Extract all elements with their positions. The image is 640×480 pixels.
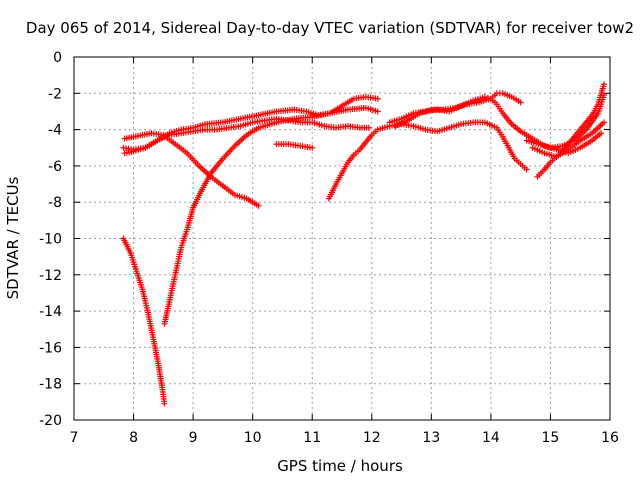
- y-tick-label: -16: [39, 340, 62, 356]
- y-tick-label: -6: [48, 159, 62, 175]
- data-point: [374, 95, 381, 102]
- data-point: [601, 119, 608, 126]
- series-branch-l: [529, 119, 608, 160]
- series-lower-e: [121, 115, 372, 157]
- x-tick-label: 8: [129, 430, 138, 446]
- series-branch-g: [325, 119, 530, 202]
- tick-labels: 7 8 9 10 11 12 13 14 15 16 0 -2 -4 -6 -8 -10 -12 -14 -16 -1…: [39, 50, 619, 446]
- data-point: [374, 108, 381, 115]
- data-point: [309, 144, 316, 151]
- y-tick-label: -14: [39, 304, 62, 320]
- x-tick-label: 14: [482, 430, 500, 446]
- x-tick-label: 16: [601, 430, 619, 446]
- y-tick-label: -2: [48, 86, 62, 102]
- axis-ticks: [73, 56, 611, 421]
- data-point: [365, 124, 372, 131]
- series-rise-b: [161, 104, 381, 327]
- y-tick-label: -20: [39, 413, 62, 429]
- x-tick-label: 15: [542, 430, 560, 446]
- plot-frame: [73, 56, 611, 421]
- y-axis-label: SDTVAR / TECUs: [4, 176, 22, 299]
- data-marks: [120, 81, 608, 407]
- series-short-f: [273, 141, 316, 151]
- x-axis-label: GPS time / hours: [277, 457, 403, 475]
- x-tick-label: 7: [70, 430, 79, 446]
- y-tick-label: -10: [39, 232, 62, 248]
- series-dip-a: [120, 235, 168, 407]
- chart-title: Day 065 of 2014, Sidereal Day-to-day VTE…: [26, 19, 634, 37]
- x-tick-label: 12: [363, 430, 381, 446]
- x-tick-label: 10: [244, 430, 262, 446]
- data-point: [523, 166, 530, 173]
- y-tick-label: 0: [53, 50, 62, 66]
- series-descend-c: [121, 130, 262, 209]
- data-point: [517, 99, 524, 106]
- data-point: [255, 202, 262, 209]
- data-point: [601, 81, 608, 88]
- y-tick-label: -4: [48, 123, 62, 139]
- data-point: [601, 92, 608, 99]
- y-tick-label: -12: [39, 268, 62, 284]
- x-tick-label: 11: [303, 430, 321, 446]
- x-tick-label: 13: [422, 430, 440, 446]
- series-branch-k: [523, 92, 608, 151]
- x-tick-label: 9: [189, 430, 198, 446]
- data-point: [481, 93, 488, 100]
- data-point: [484, 94, 491, 101]
- y-tick-label: -18: [39, 377, 62, 393]
- data-point: [598, 130, 605, 137]
- y-tick-label: -8: [48, 195, 62, 211]
- data-point: [161, 400, 168, 407]
